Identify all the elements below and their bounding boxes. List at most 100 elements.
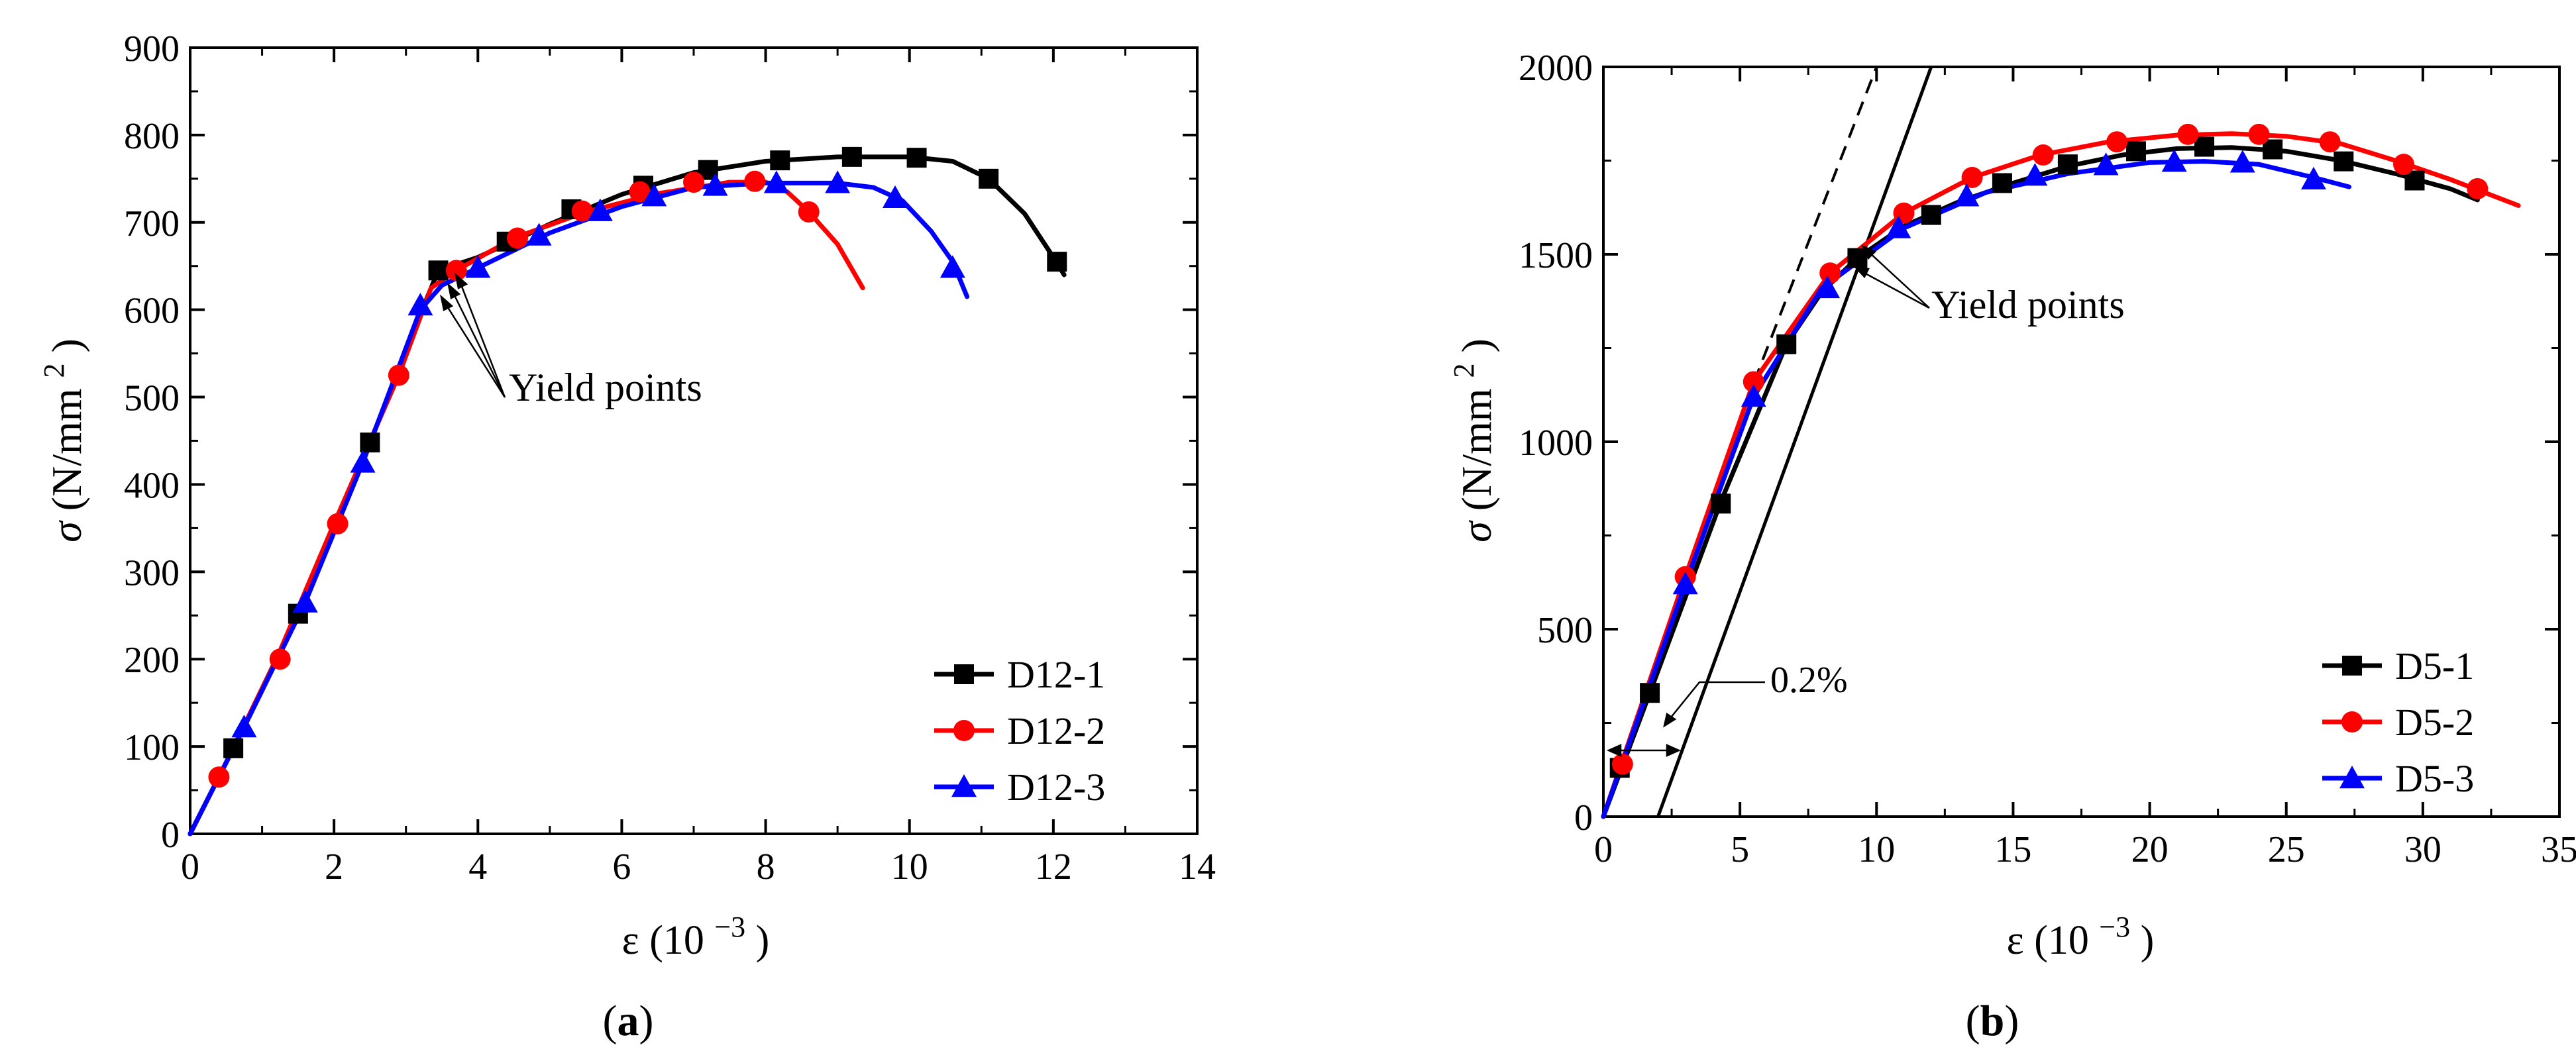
data-point-D12-2: [629, 181, 651, 203]
y-axis-label-b: σ (N/mm 2 ): [1448, 338, 1500, 542]
x-tick-label: 35: [2541, 829, 2576, 870]
panel-caption-b-close: ): [2004, 997, 2019, 1045]
legend-label-D12-3: D12-3: [1007, 766, 1105, 809]
legend-b: D5-1 D5-2 D5-3: [2322, 644, 2474, 800]
annotation-arrows-b: [1853, 244, 1930, 309]
data-point-D5-1: [1847, 248, 1868, 268]
annotation-yield-b: Yield points: [1931, 283, 2125, 327]
data-point-D12-3: [825, 170, 851, 193]
y-axis-exp-b: 2: [1448, 363, 1480, 378]
data-point-D5-1: [1921, 205, 1941, 225]
data-point-D12-2: [445, 260, 467, 281]
data-point-D5-2: [2319, 131, 2341, 153]
data-point-D12-3: [641, 183, 667, 207]
x-tick-label: 14: [1179, 846, 1216, 887]
x-axis-exp-b: −3: [2099, 911, 2130, 943]
legend-label-D5-1: D5-1: [2395, 644, 2474, 687]
data-point-D5-3: [1815, 275, 1841, 299]
data-point-D5-3: [1886, 215, 1911, 238]
y-axis-exp-a: 2: [38, 363, 70, 378]
data-point-D12-1: [841, 146, 862, 167]
series-line-D12-2: [188, 179, 865, 836]
legend-marker-D12-2: [953, 720, 975, 741]
panel-caption-a: (a): [603, 997, 654, 1045]
data-point-D12-2: [208, 766, 230, 788]
data-point-D5-2: [2106, 131, 2128, 153]
y-tick-label: 0: [1574, 797, 1593, 838]
x-tick-label: 12: [1035, 846, 1072, 887]
y-tick-label: 800: [124, 116, 180, 157]
legend-a: D12-1 D12-2 D12-3: [934, 653, 1105, 809]
x-tick-label: 10: [1858, 829, 1895, 870]
data-point-D12-3: [350, 450, 376, 473]
data-point-D5-2: [1961, 166, 1983, 188]
data-point-D5-3: [2300, 166, 2326, 189]
data-point-D12-2: [388, 364, 409, 386]
x-tick-label: 20: [2131, 829, 2169, 870]
y-axis-symbol-b: σ: [1453, 520, 1500, 542]
panel-caption-b-open: (: [1966, 997, 1980, 1045]
data-point-D5-2: [2467, 177, 2489, 199]
x-tick-label: 0: [1594, 829, 1613, 870]
x-tick-label: 10: [891, 846, 928, 887]
x-axis-suffix-b: ): [2141, 918, 2155, 963]
y-tick-label: 300: [124, 552, 180, 593]
legend-label-D5-3: D5-3: [2395, 757, 2474, 800]
data-point-D5-3: [2022, 163, 2048, 186]
y-axis-unit-a: (N/mm: [43, 388, 90, 511]
data-point-D12-1: [223, 738, 244, 758]
data-point-D12-2: [683, 172, 704, 193]
data-point-D12-3: [702, 173, 728, 196]
data-point-D5-2: [2248, 123, 2270, 145]
y-tick-label: 0: [161, 815, 180, 856]
data-point-D5-1: [1640, 683, 1660, 703]
y-tick-label: 400: [124, 465, 180, 506]
y-tick-label: 2000: [1519, 48, 1593, 89]
series-line-D5-2: [1601, 131, 2521, 819]
y-tick-label: 200: [124, 640, 180, 681]
y-tick-label: 1500: [1519, 235, 1593, 276]
x-axis-prefix-b: ε (10: [2007, 918, 2089, 963]
x-tick-label: 15: [1994, 829, 2031, 870]
series-layer-a: [188, 146, 1067, 836]
data-point-D5-2: [1743, 371, 1764, 393]
x-axis-suffix-a: ): [756, 918, 770, 963]
data-point-D12-3: [465, 255, 491, 278]
y-tick-label: 900: [124, 28, 180, 70]
x-axis-label-b: ε (10 −3 ): [2007, 901, 2155, 963]
panel-caption-a-letter: a: [617, 997, 639, 1045]
data-point-D5-3: [1672, 572, 1698, 595]
data-point-D5-2: [1819, 262, 1841, 284]
x-axis-prefix-a: ε (10: [622, 918, 704, 963]
y-tick-label: 1000: [1519, 423, 1593, 464]
x-tick-label: 4: [468, 846, 487, 887]
y-axis-unit-b: (N/mm: [1453, 388, 1500, 511]
data-point-D5-2: [2177, 123, 2199, 145]
x-tick-label: 0: [181, 846, 199, 887]
annotation-offset-b: 0.2%: [1770, 660, 1848, 701]
data-point-D12-3: [587, 198, 613, 221]
legend-label-D12-2: D12-2: [1007, 709, 1105, 752]
axis-ticks-a: 0 2 4 6 8 10 12 14 0 100 200 300 400 500 600 700 800 900: [124, 28, 1216, 887]
y-axis-symbol-a: σ: [43, 520, 90, 542]
legend-marker-D5-2: [2341, 711, 2363, 733]
annotation-offset-arrows-b: [1606, 681, 1765, 757]
data-point-D5-3: [2161, 149, 2187, 172]
legend-label-D5-2: D5-2: [2395, 701, 2474, 744]
panel-caption-a-close: ): [639, 997, 654, 1045]
data-point-D12-3: [292, 589, 318, 613]
legend-marker-D12-1: [954, 664, 974, 684]
data-point-D5-1: [2125, 141, 2146, 162]
data-point-D5-2: [2032, 144, 2054, 166]
y-tick-label: 100: [124, 727, 180, 768]
y-tick-label: 500: [124, 378, 180, 419]
data-point-D5-1: [1711, 493, 1731, 514]
x-tick-label: 5: [1731, 829, 1749, 870]
data-point-D5-3: [1741, 384, 1766, 407]
data-point-D12-2: [507, 227, 528, 249]
data-point-D5-1: [1776, 334, 1797, 354]
x-tick-label: 8: [757, 846, 775, 887]
x-axis-exp-a: −3: [714, 911, 745, 943]
x-axis-label-a: ε (10 −3 ): [622, 901, 770, 963]
data-point-D5-1: [2057, 154, 2078, 175]
